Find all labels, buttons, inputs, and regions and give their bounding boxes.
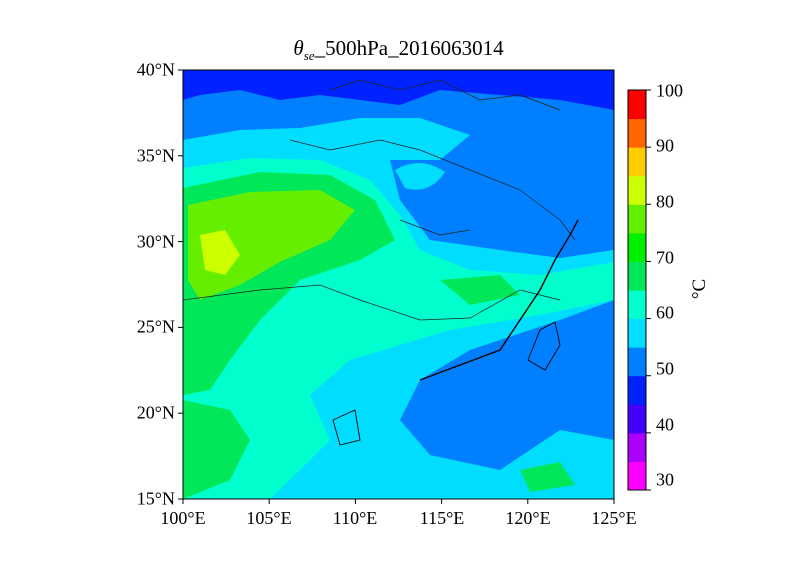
x-ticks xyxy=(182,499,615,504)
hainan-outline xyxy=(332,409,361,446)
colorbar-segment xyxy=(628,347,646,377)
colorbar-segment xyxy=(628,90,646,120)
y-tick-label: 15°N xyxy=(136,488,175,509)
x-tick-label: 115°E xyxy=(419,508,465,528)
colorbar-tick-label: 80 xyxy=(656,191,674,212)
colorbar-segment xyxy=(628,204,646,234)
colorbar-segment xyxy=(628,290,646,320)
y-ticks xyxy=(178,69,183,500)
colorbar-tick-label: 40 xyxy=(656,414,674,435)
colorbar-tick-label: 70 xyxy=(656,247,674,268)
colorbar-unit-label: °C xyxy=(689,278,710,300)
y-tick-label: 30°N xyxy=(136,231,175,252)
x-tick-label: 120°E xyxy=(505,508,551,528)
y-tick-label: 25°N xyxy=(136,316,175,337)
colorbar-segment xyxy=(628,404,646,434)
taiwan-outline xyxy=(527,321,561,371)
y-tick-label: 40°N xyxy=(136,59,175,80)
colorbar-segment xyxy=(628,261,646,291)
colorbar xyxy=(627,89,651,491)
map-frame xyxy=(182,69,615,500)
colorbar-tick-label: 60 xyxy=(656,302,674,323)
field-cyan-spot xyxy=(395,162,445,190)
coastline xyxy=(419,219,579,381)
colorbar-tick-label: 100 xyxy=(656,80,683,101)
colorbar-tick-label: 90 xyxy=(656,135,674,156)
theta-se-field xyxy=(183,70,614,499)
x-tick-label: 100°E xyxy=(160,508,206,528)
field-75-80 xyxy=(188,190,355,300)
colorbar-segment xyxy=(628,318,646,348)
field-80-85 xyxy=(200,230,240,275)
colorbar-segment xyxy=(628,432,646,462)
y-tick-label: 35°N xyxy=(136,145,175,166)
colorbar-segment xyxy=(628,175,646,205)
colorbar-segment xyxy=(628,232,646,262)
field-65-70-patches xyxy=(183,275,575,499)
x-tick-label: 105°E xyxy=(246,508,292,528)
x-tick-label: 125°E xyxy=(591,508,637,528)
title-text: _500hPa_2016063014 xyxy=(314,36,504,60)
x-tick-label: 110°E xyxy=(332,508,378,528)
colorbar-tick-label: 50 xyxy=(656,358,674,379)
colorbar-segment xyxy=(628,461,646,491)
colorbar-segment xyxy=(628,147,646,177)
colorbar-segment xyxy=(628,375,646,405)
title-symbol: θ xyxy=(293,36,304,60)
colorbar-tick-label: 30 xyxy=(656,469,674,490)
colorbar-segment xyxy=(628,118,646,148)
colorbar-frame xyxy=(627,89,647,491)
field-45-50 xyxy=(183,70,614,110)
plot-title: θse_500hPa_2016063014 xyxy=(183,36,614,64)
province-boundaries xyxy=(183,79,576,321)
title-subscript: se xyxy=(303,48,315,64)
y-tick-label: 20°N xyxy=(136,402,175,423)
